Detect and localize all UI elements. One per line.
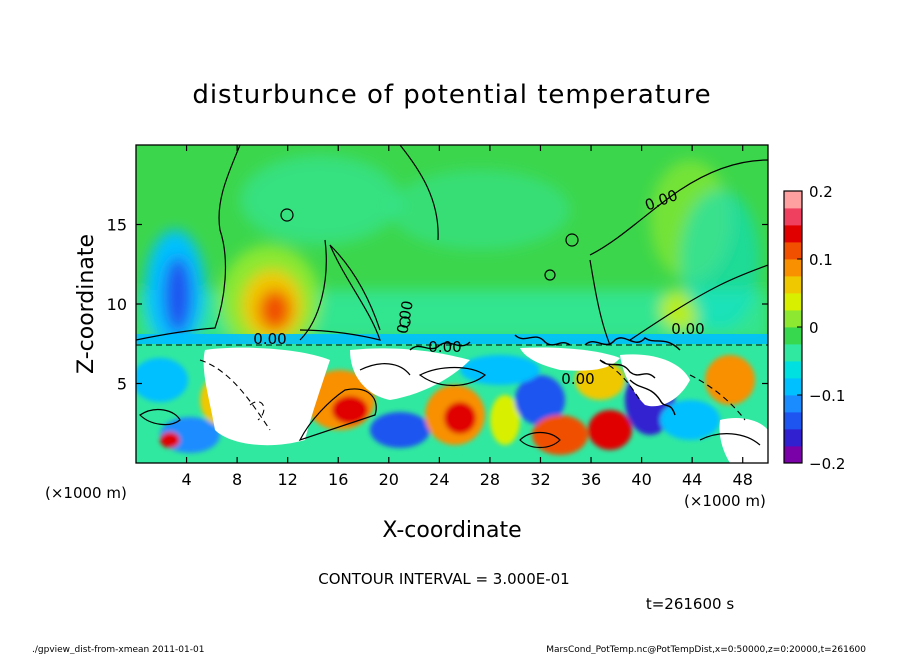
x-tick-label: 24: [429, 470, 449, 489]
colorbar-swatch: [784, 344, 802, 362]
colorbar-swatch: [784, 293, 802, 311]
x-tick-label: 20: [379, 470, 399, 489]
x-tick-label: 16: [328, 470, 348, 489]
contour-label-4: 0.00: [393, 299, 417, 335]
contour-label-0: 0.00: [253, 330, 286, 348]
time-text: t=261600 s: [646, 595, 734, 613]
colorbar-swatch: [784, 225, 802, 243]
y-tick-label: 10: [107, 295, 127, 314]
footer-left: ./gpview_dist-from-xmean 2011-01-01: [32, 645, 204, 654]
colorbar-tick-label: 0.1: [809, 251, 833, 269]
x-tick-label: 36: [581, 470, 601, 489]
colorbar-tick-label: 0.2: [809, 183, 833, 201]
x-tick-label: 44: [682, 470, 702, 489]
colorbar-swatch: [784, 327, 802, 345]
colorbar-tick-label: 0: [809, 319, 819, 337]
contour-interval-text: CONTOUR INTERVAL = 3.000E-01: [318, 570, 569, 588]
x-axis: 4 8 12 16 20 24 28 32 36 40 44 48: [181, 145, 753, 489]
x-tick-label: 28: [480, 470, 500, 489]
contour-label-2: 0.00: [671, 320, 704, 338]
x-axis-label: X-coordinate: [382, 518, 521, 543]
colorbar-swatch: [784, 446, 802, 464]
x-tick-label: 8: [232, 470, 242, 489]
colorbar: 0.2 0.1 0 −0.1 −0.2: [783, 183, 845, 473]
x-unit-label: (×1000 m): [684, 492, 766, 510]
y-axis: 5 10 15: [107, 216, 768, 394]
footer-right: MarsCond_PotTemp.nc@PotTempDist,x=0:5000…: [546, 645, 866, 654]
contour-label-5: 0.00: [561, 370, 594, 388]
colorbar-swatch: [784, 395, 802, 413]
colorbar-swatch: [784, 310, 802, 328]
colorbar-swatch: [784, 412, 802, 430]
y-axis-label: Z-coordinate: [74, 234, 99, 374]
x-tick-label: 12: [278, 470, 298, 489]
colorbar-swatch: [784, 242, 802, 260]
chart-title: disturbunce of potential temperature: [192, 80, 711, 110]
colorbar-swatch: [784, 191, 802, 209]
x-tick-label: 4: [181, 470, 191, 489]
y-unit-label: (×1000 m): [45, 484, 127, 502]
colorbar-swatch: [784, 208, 802, 226]
colorbar-swatch: [784, 276, 802, 294]
x-tick-label: 48: [733, 470, 753, 489]
colorbar-swatch: [784, 361, 802, 379]
colorbar-swatch: [784, 259, 802, 277]
x-tick-label: 40: [631, 470, 651, 489]
colorbar-swatch: [784, 378, 802, 396]
heatmap-field: 0.00 0.00 0.00 0.00 0.00 0.00: [136, 145, 768, 463]
colorbar-swatch: [784, 429, 802, 447]
y-tick-label: 15: [107, 216, 127, 235]
colorbar-tick-label: −0.2: [809, 455, 845, 473]
colorbar-tick-label: −0.1: [809, 387, 845, 405]
y-tick-label: 5: [117, 375, 127, 394]
contour-label-3: 0.00: [428, 338, 461, 356]
x-tick-label: 32: [530, 470, 550, 489]
